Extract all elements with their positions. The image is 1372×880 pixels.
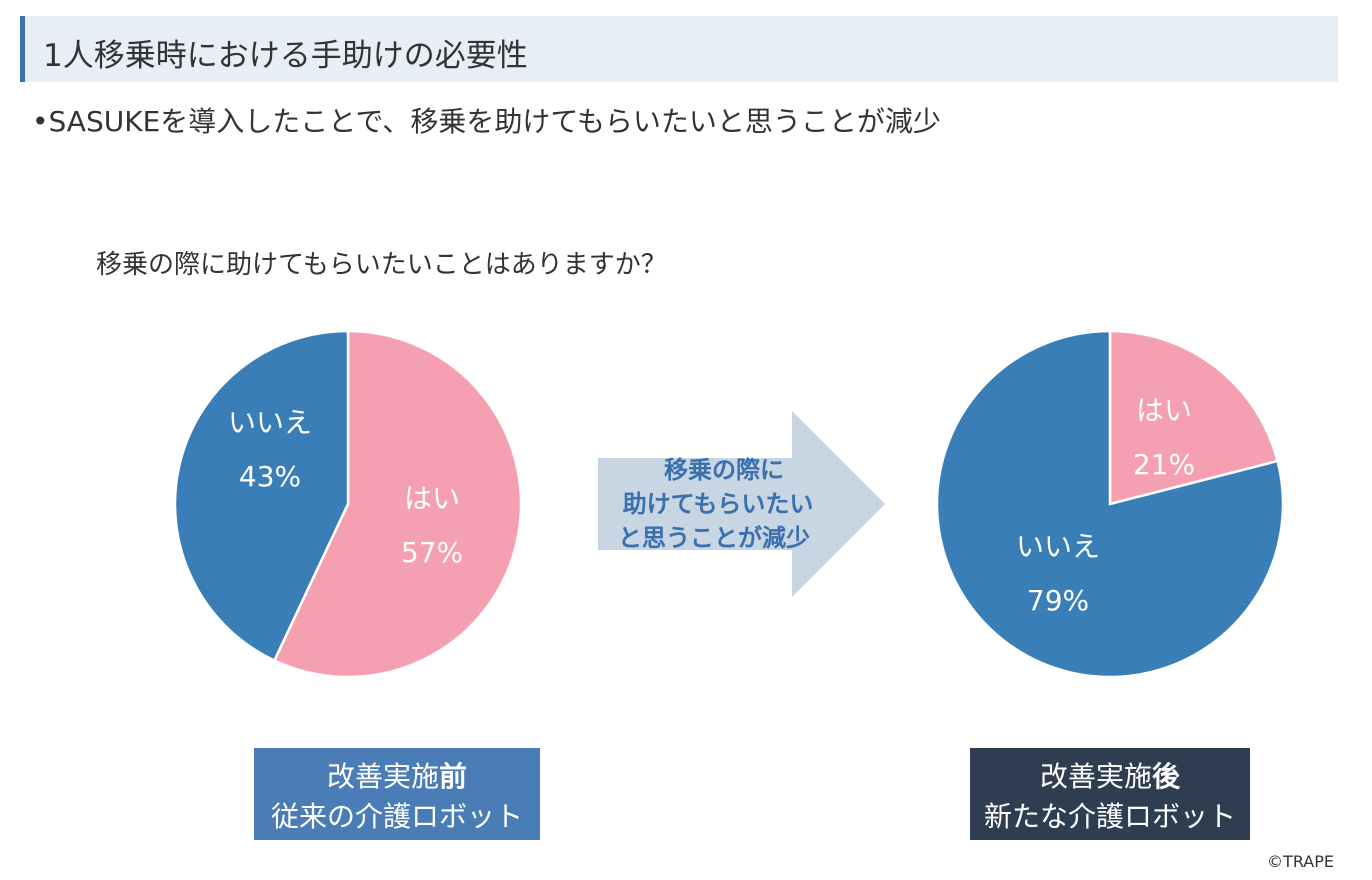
pie-after-value-no: 79% [1027,584,1089,617]
caption-before-line-2: 従来の介護ロボット [270,800,523,833]
survey-question: 移乗の際に助けてもらいたいことはありますか？ [96,250,667,280]
arrow-text-line-3: と思うことが減少 [618,524,810,552]
pie-after-slice-no [935,329,1285,679]
summary-bullet: •SASUKEを導入したことで、移乗を助けてもらいたいと思うことが減少 [32,105,941,138]
caption-after-line-1: 改善実施後 [970,757,1250,797]
caption-before-emphasis: 前 [439,760,468,793]
pie-before-value-no: 43% [239,460,301,493]
pie-before-slice-no [173,329,350,663]
caption-after-main: 改善実施 [1039,760,1152,793]
pie-before-label-no: いいえ [228,406,312,439]
arrow-shape [598,411,885,597]
caption-before-main: 改善実施 [326,760,439,793]
pie-after: はい 21% いいえ 79% [935,329,1285,679]
caption-after-line-2: 新たな介護ロボット [983,800,1236,833]
arrow-text-line-2: 助けてもらいたい [623,490,814,518]
caption-before-line-1: 改善実施前 [254,757,540,797]
pie-after-label-no: いいえ [1016,530,1100,563]
pie-before-label-yes: はい [404,482,460,515]
arrow-graphic: 移乗の際に 助けてもらいたい と思うことが減少 [598,411,885,597]
pie-after-label-yes: はい [1136,394,1192,427]
caption-before: 改善実施前 従来の介護ロボット [254,748,540,840]
pie-before-value-yes: 57% [401,536,463,569]
copyright: ©TRAPE [1267,852,1334,871]
pie-after-value-yes: 21% [1133,448,1195,481]
caption-after-emphasis: 後 [1152,760,1181,793]
title-bar: 1人移乗時における手助けの必要性 [20,16,1338,82]
caption-after: 改善実施後 新たな介護ロボット [970,748,1250,840]
pie-before-slice-yes [272,329,523,679]
pie-after-slice-yes [1108,329,1280,506]
page-title: 1人移乗時における手助けの必要性 [43,38,528,74]
pie-before: はい 57% いいえ 43% [173,329,523,679]
arrow-text-line-1: 移乗の際に [664,456,784,484]
